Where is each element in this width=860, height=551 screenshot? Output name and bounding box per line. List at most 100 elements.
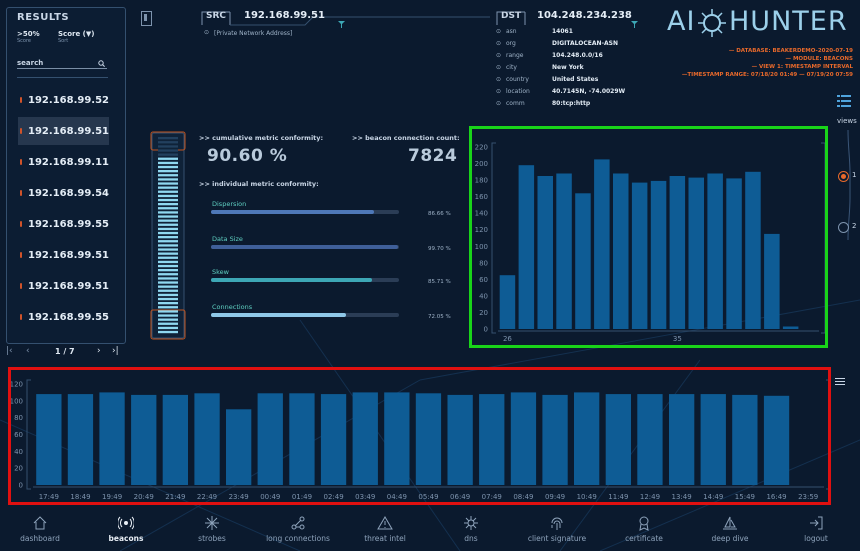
chart-bar[interactable] bbox=[416, 393, 441, 485]
result-item[interactable]: 192.168.99.51 bbox=[18, 117, 109, 145]
nav-threat-intel[interactable]: threat intel bbox=[345, 515, 425, 543]
chart-bar[interactable] bbox=[670, 176, 686, 329]
result-item[interactable]: 192.168.99.51 bbox=[18, 241, 109, 269]
chart-bar[interactable] bbox=[632, 183, 648, 329]
metric-percent: 86.66 % bbox=[428, 211, 451, 217]
nav-logout[interactable]: logout bbox=[776, 515, 856, 543]
chart-bar[interactable] bbox=[36, 394, 61, 485]
nav-label: dns bbox=[464, 534, 477, 543]
chart-bar[interactable] bbox=[745, 172, 761, 329]
chart-bar[interactable] bbox=[701, 394, 726, 485]
view-1-radio[interactable] bbox=[838, 171, 849, 182]
result-ip: 192.168.99.55 bbox=[28, 312, 109, 323]
x-tick-label: 02:49 bbox=[323, 493, 343, 501]
nav-dns[interactable]: dns bbox=[431, 515, 511, 543]
chart-bar[interactable] bbox=[519, 165, 535, 329]
chart-bar[interactable] bbox=[289, 393, 314, 485]
chart-bar[interactable] bbox=[707, 174, 723, 330]
pager-prev-icon[interactable]: ‹ bbox=[26, 346, 30, 356]
sort-dropdown[interactable]: Score (▼) Sort bbox=[58, 30, 94, 44]
view-1-label: 1 bbox=[852, 171, 856, 179]
gauge-segment bbox=[158, 319, 178, 321]
count-label: >> beacon connection count: bbox=[352, 134, 460, 142]
chart-bar[interactable] bbox=[542, 395, 567, 485]
chart-bar[interactable] bbox=[669, 394, 694, 485]
dst-filter-icon[interactable] bbox=[631, 13, 637, 19]
chart-bar[interactable] bbox=[384, 392, 409, 485]
result-item[interactable]: 192.168.99.11 bbox=[18, 148, 109, 176]
nav-long-connections[interactable]: long connections bbox=[258, 515, 338, 543]
result-marker-icon bbox=[20, 283, 22, 289]
chart-bar[interactable] bbox=[726, 178, 742, 329]
chart-bar[interactable] bbox=[538, 176, 554, 329]
list-view-icon[interactable] bbox=[837, 93, 850, 106]
nav-label: strobes bbox=[198, 534, 226, 543]
nav-client-signature[interactable]: client signature bbox=[517, 515, 597, 543]
chart-bar[interactable] bbox=[606, 394, 631, 485]
nav-beacons[interactable]: beacons bbox=[86, 515, 166, 543]
chart-bar[interactable] bbox=[163, 395, 188, 485]
gauge-segment bbox=[158, 310, 178, 312]
src-info-icon: ⊙ bbox=[204, 29, 209, 36]
chart-bar[interactable] bbox=[500, 275, 516, 329]
nav-certificate[interactable]: certificate bbox=[604, 515, 684, 543]
gauge-segment bbox=[158, 253, 178, 255]
chart-menu-icon[interactable] bbox=[835, 371, 845, 379]
chart-bar[interactable] bbox=[99, 392, 124, 485]
gauge-segment bbox=[158, 240, 178, 242]
chart-bar[interactable] bbox=[651, 181, 667, 329]
dst-field-key: org bbox=[506, 40, 516, 47]
chart-bar[interactable] bbox=[556, 174, 572, 330]
gauge-segment bbox=[158, 166, 178, 168]
brand-right: HUNTER bbox=[729, 6, 848, 37]
panel-toggle-icon[interactable] bbox=[141, 11, 152, 26]
chart-bar[interactable] bbox=[764, 396, 789, 485]
gauge-segment bbox=[158, 327, 178, 329]
result-item[interactable]: 192.168.99.55 bbox=[18, 303, 109, 331]
nav-deep-dive[interactable]: deep dive bbox=[690, 515, 770, 543]
chart-bar[interactable] bbox=[575, 193, 591, 329]
dst-field-key: city bbox=[506, 64, 517, 71]
nav-label: threat intel bbox=[364, 534, 406, 543]
filter-dropdown[interactable]: >50% Score bbox=[17, 30, 40, 44]
result-item[interactable]: 192.168.99.55 bbox=[18, 210, 109, 238]
src-filter-icon[interactable] bbox=[338, 13, 344, 19]
chart-bar[interactable] bbox=[783, 327, 799, 330]
result-item[interactable]: 192.168.99.51 bbox=[18, 272, 109, 300]
chart-bar[interactable] bbox=[511, 392, 536, 485]
chart-bar[interactable] bbox=[479, 394, 504, 485]
chart-bar[interactable] bbox=[594, 159, 610, 329]
pager-next-icon[interactable]: › bbox=[97, 346, 101, 356]
nav-strobes[interactable]: strobes bbox=[172, 515, 252, 543]
x-tick-label: 35 bbox=[673, 335, 682, 343]
chart-bar[interactable] bbox=[689, 178, 705, 329]
chart-bar[interactable] bbox=[448, 395, 473, 485]
chart-bar[interactable] bbox=[194, 393, 219, 485]
chart-bar[interactable] bbox=[764, 234, 780, 329]
search-icon bbox=[98, 60, 105, 67]
x-tick-label: 18:49 bbox=[70, 493, 90, 501]
pager-last-icon[interactable]: ›| bbox=[112, 346, 119, 356]
view-2-radio[interactable] bbox=[838, 222, 849, 233]
chart-bar[interactable] bbox=[732, 395, 757, 485]
chart-bar[interactable] bbox=[258, 393, 283, 485]
chart-bar[interactable] bbox=[131, 395, 156, 485]
gauge-segment bbox=[158, 323, 178, 325]
search-input[interactable]: search bbox=[17, 59, 107, 69]
chart-bar[interactable] bbox=[637, 394, 662, 485]
chart-bar[interactable] bbox=[353, 392, 378, 485]
y-tick-label: 60 bbox=[14, 431, 23, 439]
x-tick-label: 05:49 bbox=[418, 493, 438, 501]
pager-first-icon[interactable]: |‹ bbox=[6, 346, 13, 356]
nav-dashboard[interactable]: dashboard bbox=[0, 515, 80, 543]
gauge-segment bbox=[158, 178, 178, 180]
chart-bar[interactable] bbox=[226, 409, 251, 485]
chart-bar[interactable] bbox=[68, 394, 93, 485]
result-item[interactable]: 192.168.99.54 bbox=[18, 179, 109, 207]
chart-bar[interactable] bbox=[321, 394, 346, 485]
result-item[interactable]: 192.168.99.52 bbox=[18, 86, 109, 114]
chart-bar[interactable] bbox=[613, 174, 629, 330]
chart-bar[interactable] bbox=[574, 392, 599, 485]
nav-label: beacons bbox=[109, 534, 144, 543]
dst-field-value: 14061 bbox=[552, 28, 573, 35]
